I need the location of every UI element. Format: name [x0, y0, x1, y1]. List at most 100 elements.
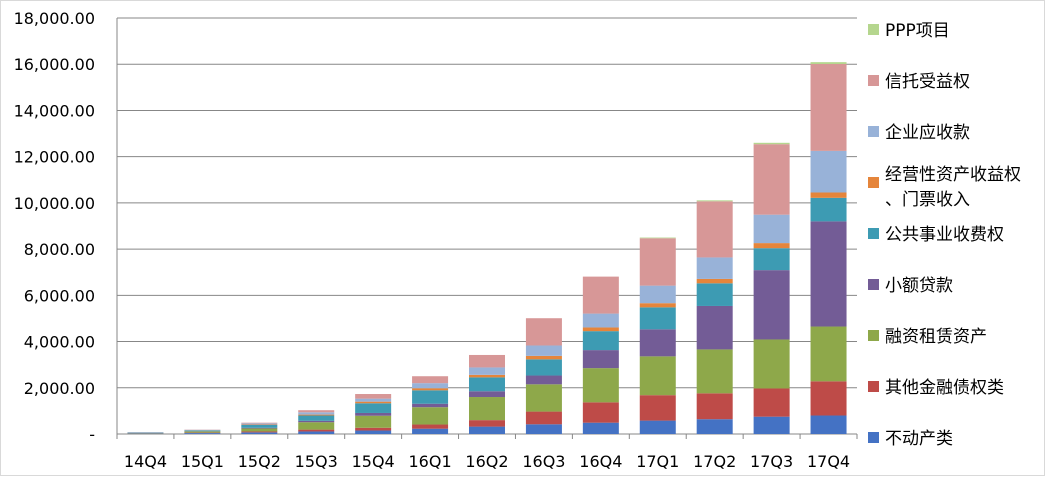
legend-label: 经营性资产收益权、门票收入 [885, 165, 1021, 210]
bar-segment [412, 429, 448, 434]
bar-segment [526, 376, 562, 385]
legend-label: 信托受益权 [885, 72, 970, 92]
bars [127, 62, 846, 434]
bar-segment [184, 431, 220, 432]
bar-segment [697, 283, 733, 306]
bar-segment [412, 407, 448, 424]
legend-label: 小额贷款 [885, 276, 953, 296]
bar-segment [811, 327, 847, 382]
y-tick-label: 4,000.00 [24, 333, 95, 352]
x-tick-label: 15Q2 [238, 452, 281, 471]
bar-segment [697, 419, 733, 434]
bar-segment [811, 416, 847, 434]
bar-segment [754, 215, 790, 243]
bar-segment [640, 421, 676, 434]
bar-segment [640, 303, 676, 307]
x-tick-label: 15Q4 [352, 452, 395, 471]
legend-label: 融资租赁资产 [885, 327, 987, 347]
bar-segment [298, 422, 334, 429]
x-tick-label: 16Q1 [409, 452, 452, 471]
bar-segment [754, 417, 790, 434]
bar-segment [298, 416, 334, 421]
bar-segment [811, 221, 847, 326]
bar-segment [754, 339, 790, 388]
legend-label: 企业应收款 [885, 123, 970, 143]
bar-segment [754, 143, 790, 144]
bar-segment [583, 402, 619, 422]
bar-segment [640, 238, 676, 239]
bar-segment [241, 431, 277, 432]
bar-segment [298, 430, 334, 432]
bar-segment [583, 327, 619, 331]
y-tick-label: - [89, 425, 95, 444]
bar-segment [811, 381, 847, 415]
bar-segment [583, 368, 619, 402]
legend-swatch [868, 432, 879, 443]
bar-segment [412, 388, 448, 390]
legend-label: 不动产类 [885, 429, 953, 449]
legend-label-line: 、门票收入 [885, 190, 970, 210]
bar-segment [412, 383, 448, 388]
bar-segment [640, 395, 676, 420]
y-tick-label: 6,000.00 [24, 286, 95, 305]
legend-swatch [868, 228, 879, 239]
bar-segment [697, 349, 733, 393]
bar-segment [526, 384, 562, 411]
x-tick-label: 17Q2 [693, 452, 736, 471]
bar-segment [412, 425, 448, 429]
legend-swatch [868, 381, 879, 392]
bar-segment [412, 390, 448, 403]
bar-segment [754, 243, 790, 248]
bar-segment [412, 376, 448, 383]
legend: PPP项目信托受益权企业应收款经营性资产收益权、门票收入公共事业收费权小额贷款融… [868, 21, 1021, 449]
legend-swatch [868, 177, 879, 188]
x-tick-label: 17Q1 [636, 452, 679, 471]
bar-segment [811, 62, 847, 64]
bar-segment [697, 306, 733, 349]
bar-segment [583, 277, 619, 314]
bar-segment [241, 428, 277, 431]
bar-segment [583, 314, 619, 328]
bar-segment [697, 257, 733, 278]
bar-segment [754, 388, 790, 416]
x-tick-label: 17Q4 [807, 452, 850, 471]
bar-segment [640, 238, 676, 285]
bar-segment [811, 192, 847, 197]
y-tick-label: 14,000.00 [14, 101, 95, 120]
bar-segment [469, 420, 505, 426]
bar-segment [526, 424, 562, 434]
bar-segment [241, 425, 277, 428]
bar-segment [583, 423, 619, 434]
bar-segment [811, 64, 847, 151]
bar-segment [469, 375, 505, 378]
bar-segment [469, 367, 505, 374]
y-tick-label: 18,000.00 [14, 9, 95, 28]
x-tick-label: 14Q4 [124, 452, 167, 471]
bar-segment [298, 410, 334, 412]
bar-segment [241, 432, 277, 434]
legend-label: 公共事业收费权 [885, 225, 1004, 245]
bar-segment [640, 286, 676, 304]
bar-segment [754, 270, 790, 339]
y-tick-label: 8,000.00 [24, 240, 95, 259]
legend-label-line: 经营性资产收益权 [885, 165, 1021, 185]
bar-segment [469, 397, 505, 420]
bar-segment [241, 428, 277, 429]
bar-segment [355, 403, 391, 413]
bar-segment [469, 427, 505, 434]
y-tick-label: 12,000.00 [14, 148, 95, 167]
bar-segment [640, 356, 676, 395]
bar-segment [697, 393, 733, 419]
bar-segment [697, 279, 733, 283]
bar-segment [697, 200, 733, 201]
bar-segment [526, 359, 562, 375]
bar-segment [469, 355, 505, 367]
bar-segment [754, 248, 790, 270]
bar-segment [526, 356, 562, 359]
y-tick-label: 16,000.00 [14, 55, 95, 74]
y-tick-label: 2,000.00 [24, 379, 95, 398]
bar-segment [583, 350, 619, 368]
bar-segment [697, 201, 733, 257]
